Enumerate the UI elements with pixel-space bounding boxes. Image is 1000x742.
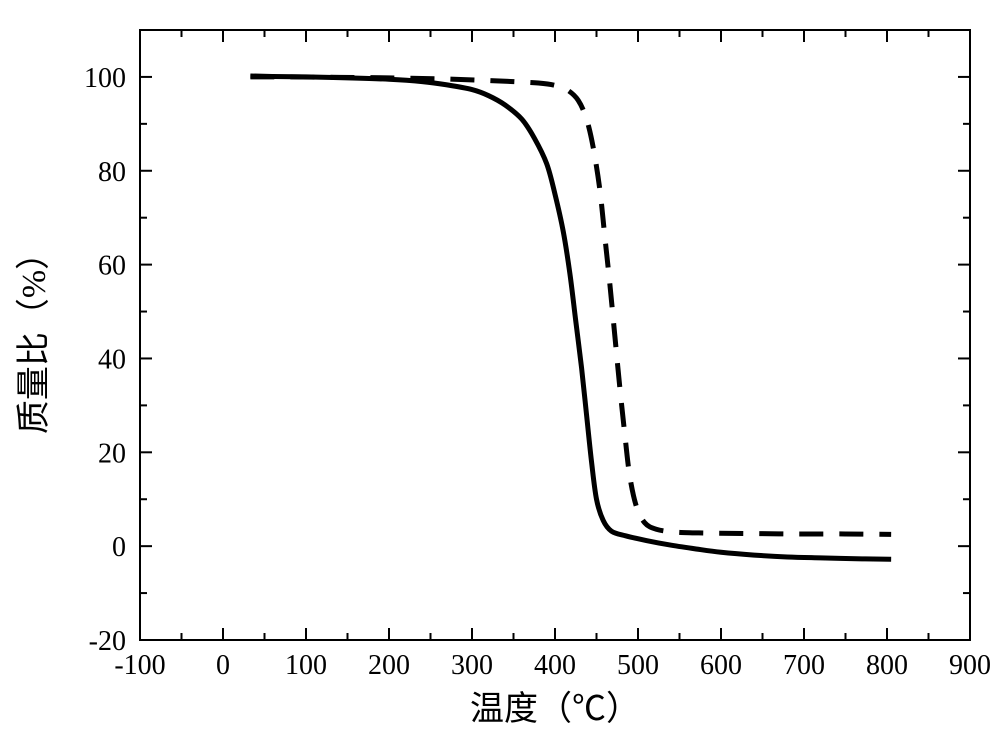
chart-container: -1000100200300400500600700800900-2002040… (0, 0, 1000, 742)
x-tick-label: 700 (783, 650, 825, 681)
x-tick-label: 100 (285, 650, 327, 681)
y-tick-label: 0 (112, 532, 126, 563)
y-tick-label: 40 (98, 344, 126, 375)
x-tick-label: 400 (534, 650, 576, 681)
y-tick-label: 60 (98, 251, 126, 282)
x-tick-label: 800 (866, 650, 908, 681)
y-axis-label: 质量比（%） (15, 236, 53, 434)
x-tick-label: 200 (368, 650, 410, 681)
tga-chart: -1000100200300400500600700800900-2002040… (0, 0, 1000, 742)
x-tick-label: 500 (617, 650, 659, 681)
x-tick-label: 600 (700, 650, 742, 681)
x-axis-label: 温度（℃） (470, 690, 640, 728)
y-tick-label: 80 (98, 157, 126, 188)
y-tick-label: 100 (84, 63, 126, 94)
x-tick-label: 0 (216, 650, 230, 681)
y-tick-label: -20 (89, 626, 126, 657)
plot-background (0, 0, 1000, 742)
x-tick-label: 300 (451, 650, 493, 681)
x-tick-label: 900 (949, 650, 991, 681)
y-tick-label: 20 (98, 438, 126, 469)
